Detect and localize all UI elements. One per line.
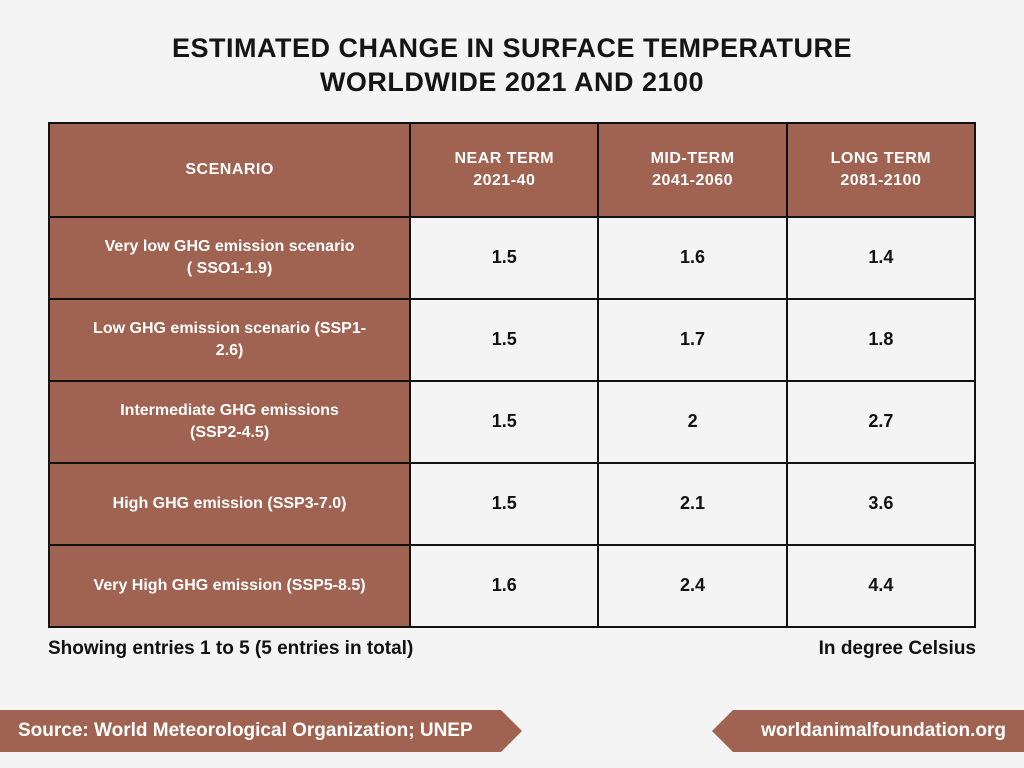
row-header: Low GHG emission scenario (SSP1- 2.6) bbox=[49, 299, 410, 381]
row-header: Very High GHG emission (SSP5-8.5) bbox=[49, 545, 410, 627]
col-header-scenario: SCENARIO bbox=[49, 123, 410, 217]
site-text: worldanimalfoundation.org bbox=[761, 720, 1006, 742]
title-line1: ESTIMATED CHANGE IN SURFACE TEMPERATURE bbox=[172, 33, 852, 63]
cell-long: 2.7 bbox=[787, 381, 975, 463]
source-text: Source: World Meteorological Organizatio… bbox=[18, 720, 473, 742]
page-title: ESTIMATED CHANGE IN SURFACE TEMPERATURE … bbox=[48, 32, 976, 100]
row-header: High GHG emission (SSP3-7.0) bbox=[49, 463, 410, 545]
table-row: Very High GHG emission (SSP5-8.5) 1.6 2.… bbox=[49, 545, 975, 627]
cell-long: 1.8 bbox=[787, 299, 975, 381]
cell-near: 1.5 bbox=[410, 463, 598, 545]
cell-near: 1.6 bbox=[410, 545, 598, 627]
cell-near: 1.5 bbox=[410, 217, 598, 299]
cell-near: 1.5 bbox=[410, 299, 598, 381]
col-header-near-term: NEAR TERM 2021-40 bbox=[410, 123, 598, 217]
cell-long: 1.4 bbox=[787, 217, 975, 299]
cell-mid: 1.7 bbox=[598, 299, 786, 381]
site-ribbon: worldanimalfoundation.org bbox=[733, 710, 1024, 752]
title-line2: WORLDWIDE 2021 AND 2100 bbox=[320, 67, 704, 97]
row-header: Very low GHG emission scenario ( SSO1-1.… bbox=[49, 217, 410, 299]
table-row: Low GHG emission scenario (SSP1- 2.6) 1.… bbox=[49, 299, 975, 381]
table-row: Intermediate GHG emissions (SSP2-4.5) 1.… bbox=[49, 381, 975, 463]
table-row: High GHG emission (SSP3-7.0) 1.5 2.1 3.6 bbox=[49, 463, 975, 545]
entries-count: Showing entries 1 to 5 (5 entries in tot… bbox=[48, 638, 413, 660]
table-header-row: SCENARIO NEAR TERM 2021-40 MID-TERM 2041… bbox=[49, 123, 975, 217]
source-ribbon: Source: World Meteorological Organizatio… bbox=[0, 710, 501, 752]
cell-near: 1.5 bbox=[410, 381, 598, 463]
col-header-long-term: LONG TERM 2081-2100 bbox=[787, 123, 975, 217]
cell-mid: 2.4 bbox=[598, 545, 786, 627]
row-header: Intermediate GHG emissions (SSP2-4.5) bbox=[49, 381, 410, 463]
cell-long: 4.4 bbox=[787, 545, 975, 627]
col-header-mid-term: MID-TERM 2041-2060 bbox=[598, 123, 786, 217]
cell-long: 3.6 bbox=[787, 463, 975, 545]
page-footer: Source: World Meteorological Organizatio… bbox=[0, 710, 1024, 752]
table-footer-notes: Showing entries 1 to 5 (5 entries in tot… bbox=[48, 638, 976, 660]
table-row: Very low GHG emission scenario ( SSO1-1.… bbox=[49, 217, 975, 299]
temperature-table: SCENARIO NEAR TERM 2021-40 MID-TERM 2041… bbox=[48, 122, 976, 628]
unit-label: In degree Celsius bbox=[819, 638, 976, 660]
cell-mid: 2.1 bbox=[598, 463, 786, 545]
cell-mid: 2 bbox=[598, 381, 786, 463]
cell-mid: 1.6 bbox=[598, 217, 786, 299]
